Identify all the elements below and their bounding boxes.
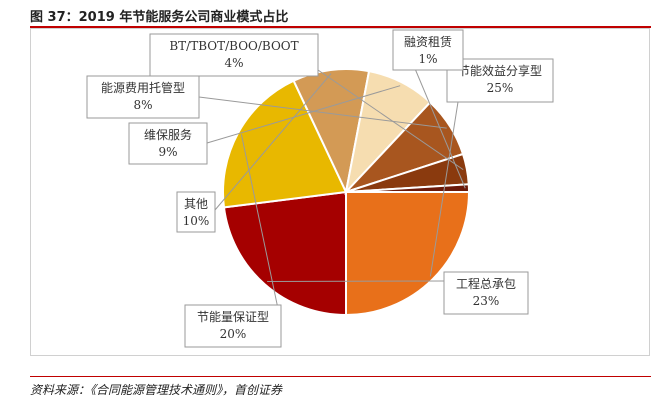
callout-box-7 bbox=[392, 29, 464, 71]
leader-line-4 bbox=[206, 85, 401, 144]
slice-label-1: 工程总承包 bbox=[456, 276, 516, 291]
pie-slice-1 bbox=[222, 190, 347, 317]
slice-label-4: 维保服务 bbox=[144, 127, 192, 142]
leader-line-3 bbox=[214, 73, 332, 211]
slice-percent-6: 4% bbox=[224, 56, 243, 70]
plot-frame bbox=[30, 28, 650, 356]
slice-percent-0: 25% bbox=[487, 81, 514, 95]
leader-line-5 bbox=[198, 96, 447, 129]
slice-percent-1: 23% bbox=[473, 294, 500, 308]
callout-3: 其他 10% bbox=[176, 191, 216, 233]
pie-slice-7 bbox=[345, 183, 471, 193]
slice-percent-2: 20% bbox=[220, 327, 247, 341]
callout-1: 工程总承包 23% bbox=[443, 271, 529, 315]
callout-box-5 bbox=[86, 75, 200, 119]
callout-box-2 bbox=[184, 304, 282, 348]
slice-label-0: 节能效益分享型 bbox=[458, 63, 542, 78]
footer-rule bbox=[30, 376, 651, 377]
callout-box-0 bbox=[446, 58, 554, 103]
callout-box-3 bbox=[176, 191, 216, 233]
callout-4: 维保服务 9% bbox=[128, 122, 208, 165]
slice-label-5: 能源费用托管型 bbox=[101, 80, 185, 95]
callout-6: BT/TBOT/BOO/BOOT 4% bbox=[149, 33, 319, 77]
pie-slice-2 bbox=[222, 79, 348, 209]
callout-box-4 bbox=[128, 122, 208, 165]
callout-2: 节能量保证型 20% bbox=[184, 304, 282, 348]
pie-slices bbox=[222, 68, 471, 317]
title-rule bbox=[30, 26, 651, 28]
slice-label-7: 融资租赁 bbox=[404, 35, 452, 49]
slice-percent-5: 8% bbox=[133, 98, 152, 112]
callout-box-6 bbox=[149, 33, 319, 77]
callout-box-1 bbox=[443, 271, 529, 315]
slice-percent-4: 9% bbox=[158, 145, 177, 159]
slice-percent-7: 1% bbox=[418, 52, 437, 66]
leader-line-6 bbox=[317, 69, 464, 171]
figure-title: 图 37：2019 年节能服务公司商业模式占比 bbox=[30, 10, 289, 25]
callout-labels: 节能效益分享型 25% 工程总承包 23% 节能量保证型 20% 其他 10% 维保服务 9% 能源… bbox=[86, 29, 554, 348]
slice-percent-3: 10% bbox=[183, 214, 210, 228]
slice-label-6: BT/TBOT/BOO/BOOT bbox=[169, 39, 298, 53]
pie-slice-3 bbox=[292, 68, 371, 196]
pie-slice-0 bbox=[345, 191, 471, 317]
leader-line-7 bbox=[407, 51, 466, 189]
source-note: 资料来源：《合同能源管理技术通则》，首创证券 bbox=[30, 383, 283, 397]
leader-line-2 bbox=[240, 134, 282, 324]
callout-7: 融资租赁 1% bbox=[392, 29, 464, 71]
callout-0: 节能效益分享型 25% bbox=[446, 58, 554, 103]
callout-5: 能源费用托管型 8% bbox=[86, 75, 200, 119]
callout-leaders bbox=[198, 51, 466, 324]
slice-label-3: 其他 bbox=[184, 197, 208, 211]
leader-line-0 bbox=[429, 101, 459, 277]
slice-label-2: 节能量保证型 bbox=[197, 310, 269, 324]
